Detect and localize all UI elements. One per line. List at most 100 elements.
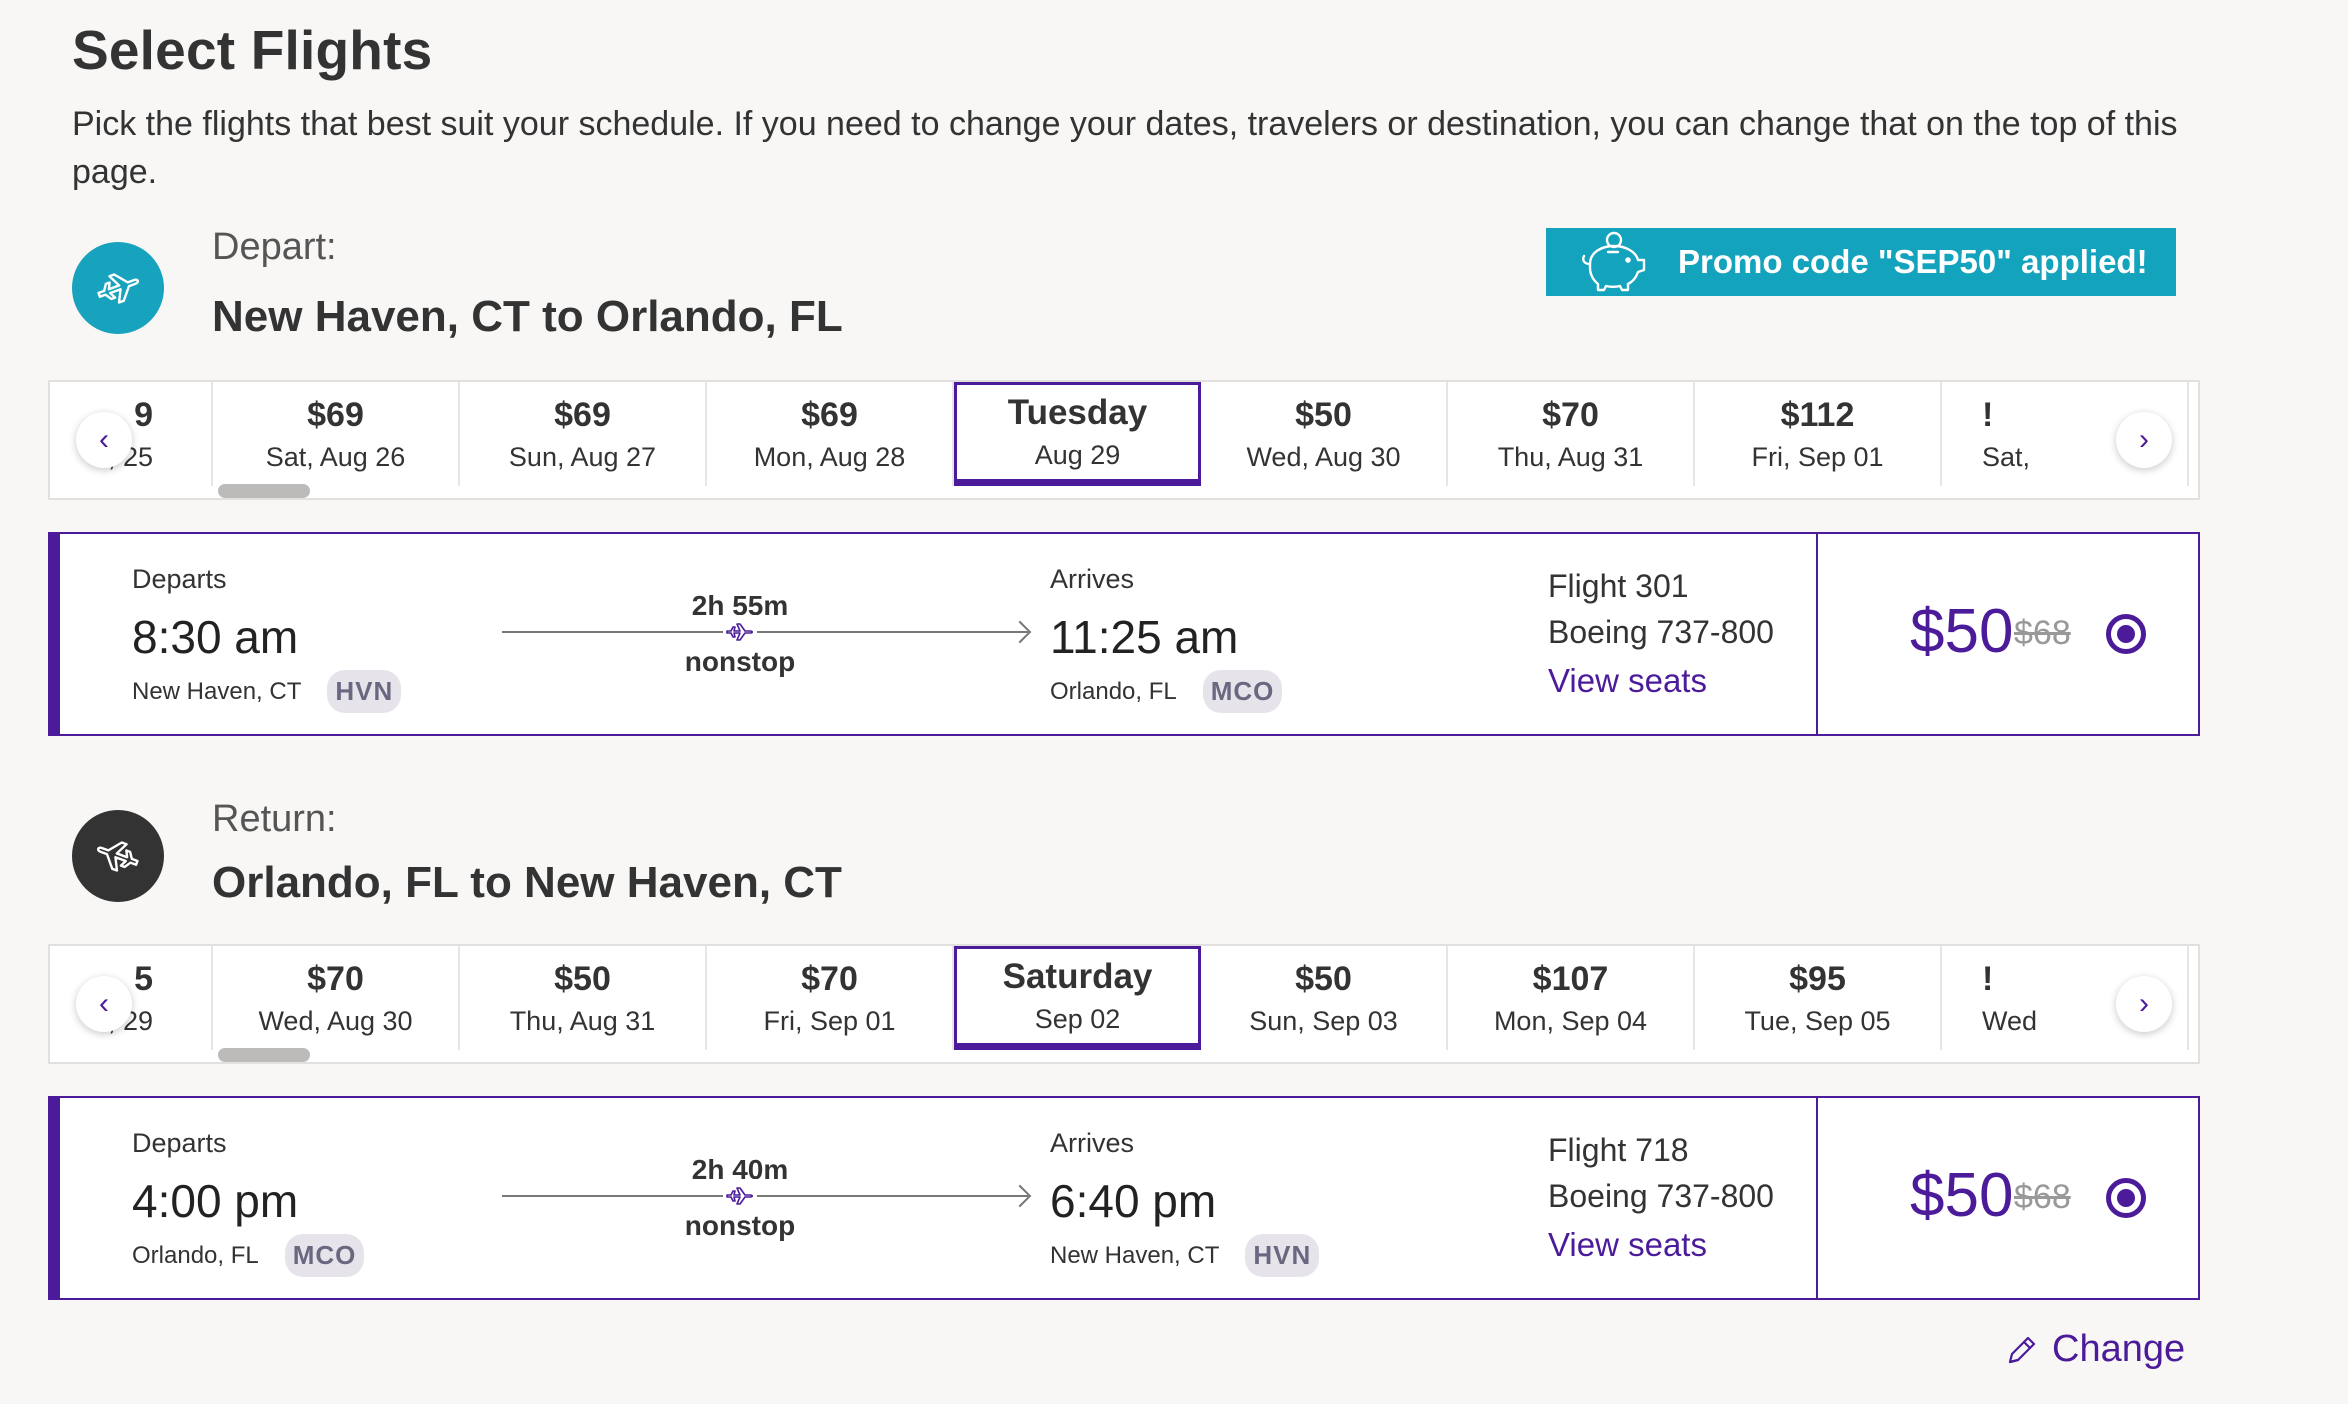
date-option[interactable]: $112 Fri, Sep 01 — [1695, 382, 1942, 486]
depart-airport-code: MCO — [284, 1234, 365, 1277]
date-option-price: ! — [1982, 960, 1994, 998]
chevron-left-icon: ‹ — [99, 423, 109, 456]
flight-stops: nonstop — [684, 1210, 796, 1241]
arrive-time: 11:25 am — [1050, 611, 1239, 663]
return-next-dates-button[interactable]: › — [2116, 976, 2172, 1032]
date-option-price: $50 — [1295, 396, 1352, 434]
date-option-price: $69 — [554, 396, 611, 434]
return-strip-scrollbar[interactable] — [218, 1048, 310, 1062]
arrive-city: New Haven, CT — [1050, 1241, 1220, 1269]
pencil-icon — [2008, 1336, 2036, 1363]
date-option-date: Sun, Sep 03 — [1249, 1006, 1398, 1036]
date-option-date: Sep 02 — [1034, 1004, 1121, 1034]
small-plane-icon — [723, 615, 757, 649]
page-title: Select Flights — [72, 19, 433, 81]
date-option[interactable]: ! Sat, — [1942, 382, 2189, 486]
card-divider — [1816, 534, 1818, 734]
fare-select-radio[interactable] — [2106, 1178, 2146, 1218]
date-option[interactable]: Tuesday Aug 29 — [954, 382, 1201, 486]
chevron-right-icon: › — [2139, 987, 2149, 1020]
date-option[interactable]: $50 Thu, Aug 31 — [460, 946, 707, 1050]
depart-prev-dates-button[interactable]: ‹ — [76, 412, 132, 468]
depart-strip-scrollbar[interactable] — [218, 484, 310, 498]
route-line — [502, 1195, 1028, 1197]
date-option[interactable]: ! Wed — [1942, 946, 2189, 1050]
flight-number: Flight 301 — [1548, 568, 1689, 604]
return-route: Orlando, FL to New Haven, CT — [212, 858, 842, 907]
original-fare-price: $68 — [2014, 614, 2071, 652]
flight-number: Flight 718 — [1548, 1132, 1689, 1168]
date-option[interactable]: $70 Wed, Aug 30 — [213, 946, 460, 1050]
small-plane-icon — [723, 1179, 757, 1213]
return-flight-card[interactable]: Departs 4:00 pm Orlando, FL MCO 2h 40m n… — [48, 1096, 2200, 1300]
change-label: Change — [2052, 1328, 2186, 1370]
aircraft-type: Boeing 737-800 — [1548, 614, 1774, 650]
date-option-price: $50 — [554, 960, 611, 998]
piggy-bank-icon — [1574, 228, 1654, 296]
date-option-price: $95 — [1789, 960, 1846, 998]
original-fare-price: $68 — [2014, 1178, 2071, 1216]
aircraft-type: Boeing 737-800 — [1548, 1178, 1774, 1214]
date-option-weekday: Tuesday — [1007, 393, 1148, 432]
depart-time: 8:30 am — [132, 611, 299, 663]
depart-origin: Orlando, FL MCO — [132, 1234, 365, 1277]
date-option[interactable]: $50 Sun, Sep 03 — [1201, 946, 1448, 1050]
date-option-date: Sun, Aug 27 — [508, 442, 657, 472]
date-option-price: $69 — [307, 396, 364, 434]
departing-plane-icon — [72, 242, 164, 334]
date-option-date: Wed, Aug 30 — [1246, 442, 1401, 472]
radio-selected-dot — [2117, 625, 2135, 643]
fare-price: $50 — [1910, 1161, 2014, 1230]
depart-label: Depart: — [212, 226, 337, 268]
arrives-label: Arrives — [1050, 564, 1135, 594]
arrives-label: Arrives — [1050, 1128, 1135, 1158]
date-option[interactable]: $50 Wed, Aug 30 — [1201, 382, 1448, 486]
date-option[interactable]: $69 Sat, Aug 26 — [213, 382, 460, 486]
page-intro: Pick the flights that best suit your sch… — [72, 105, 2178, 191]
promo-banner: Promo code "SEP50" applied! — [1546, 228, 2176, 296]
view-seats-link[interactable]: View seats — [1548, 1226, 1707, 1263]
depart-airport-code: HVN — [327, 670, 402, 713]
return-date-track: 5; 29 $70 Wed, Aug 30 $50 Thu, Aug 31 $70 Fri,… — [50, 946, 2198, 1062]
depart-date-track: 9; 25 $69 Sat, Aug 26 $69 Sun, Aug 27 $69 Mon,… — [50, 382, 2198, 498]
arrive-time: 6:40 pm — [1050, 1175, 1217, 1227]
return-date-strip[interactable]: 5; 29 $70 Wed, Aug 30 $50 Thu, Aug 31 $70 Fri,… — [48, 944, 2200, 1064]
date-option[interactable]: $69 Mon, Aug 28 — [707, 382, 954, 486]
card-divider — [1816, 1098, 1818, 1298]
date-option-price: 9 — [134, 396, 153, 434]
depart-next-dates-button[interactable]: › — [2116, 412, 2172, 468]
departs-label: Departs — [132, 564, 227, 594]
return-prev-dates-button[interactable]: ‹ — [76, 976, 132, 1032]
arrive-city: Orlando, FL — [1050, 677, 1177, 705]
date-option-price: ! — [1982, 396, 1994, 434]
change-link[interactable]: Change — [2004, 1328, 2185, 1371]
returning-plane-icon — [72, 810, 164, 902]
date-option-price: $107 — [1532, 960, 1609, 998]
view-seats-link[interactable]: View seats — [1548, 662, 1707, 699]
arrive-destination: Orlando, FL MCO — [1050, 670, 1283, 713]
route-line — [502, 631, 1028, 633]
flight-stops: nonstop — [684, 646, 796, 677]
date-option-date: Wed — [1982, 1006, 2038, 1036]
depart-route: New Haven, CT to Orlando, FL — [212, 292, 843, 341]
date-option[interactable]: $69 Sun, Aug 27 — [460, 382, 707, 486]
date-option-date: Sat, Aug 26 — [265, 442, 406, 472]
date-option-price: $112 — [1780, 396, 1855, 434]
date-option-date: Fri, Sep 01 — [763, 1006, 896, 1036]
date-option[interactable]: Saturday Sep 02 — [954, 946, 1201, 1050]
depart-city: New Haven, CT — [132, 677, 302, 705]
fare-select-radio[interactable] — [2106, 614, 2146, 654]
date-option-price: $70 — [1542, 396, 1599, 434]
date-option-date: Thu, Aug 31 — [509, 1006, 656, 1036]
date-option[interactable]: $107 Mon, Sep 04 — [1448, 946, 1695, 1050]
date-option-price: $70 — [307, 960, 364, 998]
date-option-price: $50 — [1295, 960, 1352, 998]
arrow-head-icon — [1008, 1184, 1032, 1208]
promo-text: Promo code "SEP50" applied! — [1678, 243, 2148, 280]
date-option[interactable]: $95 Tue, Sep 05 — [1695, 946, 1942, 1050]
arrive-destination: New Haven, CT HVN — [1050, 1234, 1320, 1277]
date-option[interactable]: $70 Fri, Sep 01 — [707, 946, 954, 1050]
depart-flight-card[interactable]: Departs 8:30 am New Haven, CT HVN 2h 55m… — [48, 532, 2200, 736]
date-option[interactable]: $70 Thu, Aug 31 — [1448, 382, 1695, 486]
depart-date-strip[interactable]: 9; 25 $69 Sat, Aug 26 $69 Sun, Aug 27 $69 Mon,… — [48, 380, 2200, 500]
